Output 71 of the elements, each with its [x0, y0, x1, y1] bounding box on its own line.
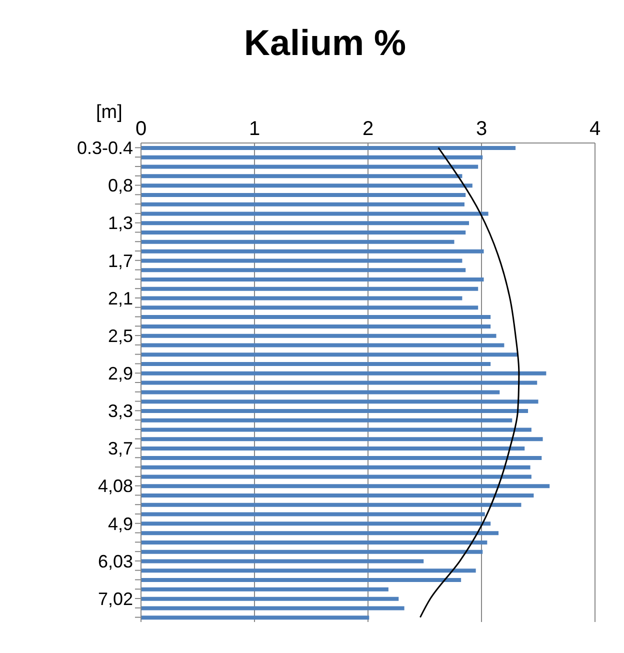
x-tick-label: 3: [476, 118, 488, 140]
bar: [141, 371, 546, 376]
y-tick-label: 4,08: [98, 476, 133, 496]
y-tick-label: 6,03: [98, 551, 133, 572]
bar: [141, 502, 522, 507]
bar: [141, 408, 528, 413]
bar: [141, 164, 478, 169]
bar: [141, 324, 491, 328]
bar: [141, 550, 483, 554]
bar: [141, 531, 499, 536]
bar: [141, 465, 530, 470]
y-tick-label: 1,3: [108, 213, 133, 234]
bar: [141, 428, 532, 432]
bar: [141, 240, 454, 244]
bar: [141, 296, 462, 300]
bar: [141, 192, 466, 197]
bar: [141, 343, 504, 348]
bar: [141, 456, 542, 460]
y-tick-label: 1,7: [108, 250, 133, 271]
y-tick-label: 7,02: [98, 588, 133, 609]
y-tick-label: 2,1: [108, 288, 133, 308]
bar: [141, 352, 518, 357]
bar: [141, 418, 512, 422]
bar: [141, 474, 532, 479]
bar: [141, 221, 470, 226]
bar: [141, 155, 483, 160]
bar: [141, 212, 488, 216]
bar: [141, 616, 370, 620]
bar: [141, 484, 550, 488]
bar: [141, 540, 488, 544]
y-tick-label: 2,5: [108, 326, 133, 346]
bar: [141, 277, 484, 282]
bar: [141, 334, 496, 338]
bar: [141, 437, 543, 442]
bar: [141, 578, 462, 582]
bar: [141, 249, 484, 254]
chart-title: Kalium %: [242, 22, 408, 64]
bar: [141, 286, 478, 291]
bar: [141, 587, 388, 592]
bar: [141, 568, 476, 573]
x-tick-label: 4: [589, 118, 601, 140]
bar: [141, 390, 500, 394]
bar: [141, 268, 466, 272]
y-axis-title: [m]: [96, 102, 122, 124]
bar: [141, 522, 491, 526]
y-tick-label: 0.3-0.4: [76, 138, 133, 158]
x-tick-label: 0: [135, 118, 147, 140]
bar: [141, 230, 466, 235]
bar: [141, 400, 538, 404]
bar: [141, 174, 462, 178]
bar: [141, 380, 538, 385]
y-tick-label: 2,9: [108, 364, 133, 384]
y-tick-label: 3,3: [108, 401, 133, 422]
bar: [141, 306, 478, 310]
x-tick-label: 2: [362, 118, 374, 140]
bar: [141, 596, 399, 601]
bar: [141, 202, 464, 206]
y-tick-label: 4,9: [108, 514, 133, 534]
x-tick-label: 1: [248, 118, 260, 140]
y-tick-label: 3,7: [108, 438, 133, 459]
bar: [141, 258, 462, 263]
bar: [141, 559, 424, 564]
y-tick-label: 0,8: [108, 176, 133, 196]
bar: [141, 606, 404, 610]
bar: [141, 362, 491, 366]
bar: [141, 184, 472, 188]
bar: [141, 512, 485, 516]
bar: [141, 146, 516, 150]
bar: [141, 494, 534, 498]
bar: [141, 446, 525, 451]
bar: [141, 315, 491, 320]
